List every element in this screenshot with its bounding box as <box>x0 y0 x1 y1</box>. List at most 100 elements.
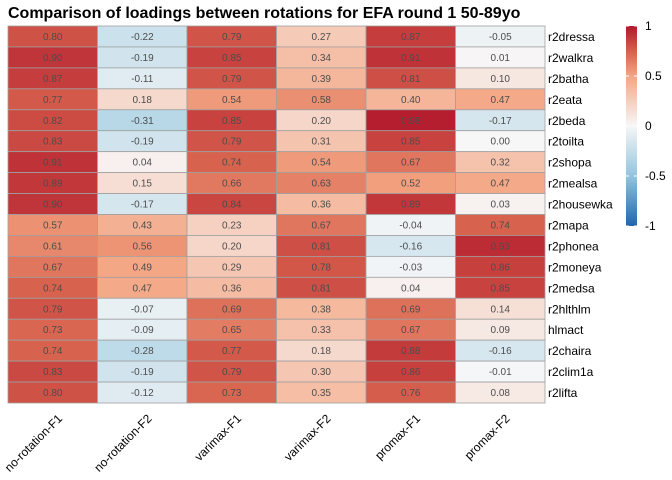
cell-value-label: 0.04 <box>401 283 421 294</box>
cell-value-label: 0.10 <box>491 74 511 85</box>
cell-value-label: -0.17 <box>131 200 154 211</box>
cell-value-label: -0.12 <box>131 388 154 399</box>
cell-value-label: 0.57 <box>43 220 63 231</box>
row-label: r2chaira <box>548 344 592 358</box>
cell-value-label: 0.79 <box>222 74 242 85</box>
cell-value-label: 0.27 <box>312 32 332 43</box>
cell-value-label: 0.78 <box>312 262 332 273</box>
cell-value-label: 0.90 <box>43 200 63 211</box>
row-label: r2batha <box>548 72 589 86</box>
cell-value-label: -0.07 <box>131 304 154 315</box>
column-label: varimax-F2 <box>281 411 334 464</box>
column-label: no-rotation-F1 <box>2 411 65 474</box>
cell-value-label: 0.47 <box>491 95 511 106</box>
cell-value-label: 0.09 <box>491 325 511 336</box>
cell-value-label: -0.19 <box>131 367 154 378</box>
cell-value-label: 0.61 <box>43 241 63 252</box>
legend-tick-label: -1 <box>645 219 656 233</box>
cell-value-label: 0.74 <box>222 158 242 169</box>
column-label: no-rotation-F2 <box>91 411 154 474</box>
legend-tick-label: 0.5 <box>645 69 662 83</box>
cell-value-label: 0.63 <box>312 179 332 190</box>
cell-value-label: 0.04 <box>133 158 153 169</box>
cell-value-label: 0.74 <box>43 346 63 357</box>
cell-value-label: 0.32 <box>491 158 511 169</box>
chart-title: Comparison of loadings between rotations… <box>8 5 521 22</box>
cell-value-label: 0.31 <box>312 137 332 148</box>
cell-value-label: 0.03 <box>491 200 511 211</box>
cell-value-label: 0.52 <box>401 179 421 190</box>
row-label: r2shopa <box>548 156 592 170</box>
cell-value-label: 0.67 <box>43 262 63 273</box>
cell-value-label: 0.47 <box>491 179 511 190</box>
row-label: r2mealsa <box>548 177 598 191</box>
cell-value-label: -0.28 <box>131 346 154 357</box>
row-label: r2lifta <box>548 386 578 400</box>
cell-value-label: 0.98 <box>401 116 421 127</box>
row-label: r2walkra <box>548 51 594 65</box>
cell-value-label: 0.93 <box>491 241 511 252</box>
cell-value-label: 0.69 <box>222 304 242 315</box>
cell-value-label: 0.47 <box>133 283 153 294</box>
cell-value-label: 0.00 <box>491 137 511 148</box>
cell-value-label: 0.86 <box>491 262 511 273</box>
cell-value-label: 0.82 <box>43 116 63 127</box>
cell-value-label: 0.18 <box>312 346 332 357</box>
cell-value-label: 0.81 <box>401 74 421 85</box>
cell-value-label: 0.86 <box>401 367 421 378</box>
cell-value-label: 0.79 <box>222 137 242 148</box>
cell-value-label: 0.87 <box>43 74 63 85</box>
cell-value-label: 0.85 <box>222 116 242 127</box>
row-label: r2phonea <box>548 239 599 253</box>
row-label: r2moneya <box>548 260 602 274</box>
cell-value-label: 0.85 <box>491 283 511 294</box>
cell-value-label: -0.17 <box>489 116 512 127</box>
row-label: r2eata <box>548 93 582 107</box>
cell-value-label: 0.49 <box>133 262 153 273</box>
cell-value-label: 0.15 <box>133 179 153 190</box>
cell-value-label: 0.01 <box>491 53 511 64</box>
cell-value-label: -0.04 <box>399 220 422 231</box>
cell-value-label: -0.31 <box>131 116 154 127</box>
cell-value-label: 0.54 <box>312 158 332 169</box>
cell-value-label: 0.58 <box>312 95 332 106</box>
cell-value-label: 0.33 <box>312 325 332 336</box>
cell-value-label: 0.83 <box>43 367 63 378</box>
legend-tick-label: 1 <box>645 19 652 33</box>
cell-value-label: 0.20 <box>222 241 242 252</box>
cell-value-label: -0.22 <box>131 32 154 43</box>
row-label: r2dressa <box>548 30 595 44</box>
legend-colorbar <box>626 26 637 226</box>
cell-value-label: 0.85 <box>401 137 421 148</box>
cell-value-label: 0.79 <box>222 32 242 43</box>
cell-value-label: 0.40 <box>401 95 421 106</box>
cell-value-label: -0.16 <box>489 346 512 357</box>
cell-value-label: 0.14 <box>491 304 511 315</box>
cell-value-label: 0.30 <box>312 367 332 378</box>
cell-value-label: 0.34 <box>312 53 332 64</box>
cell-value-label: 0.80 <box>43 388 63 399</box>
cell-value-label: 0.29 <box>222 262 242 273</box>
legend-tick-label: 0 <box>645 119 652 133</box>
cell-value-label: 0.67 <box>401 325 421 336</box>
cell-value-label: -0.09 <box>131 325 154 336</box>
cell-value-label: 0.87 <box>401 32 421 43</box>
row-label: r2beda <box>548 114 586 128</box>
cell-value-label: 0.56 <box>133 241 153 252</box>
cell-value-label: 0.43 <box>133 220 153 231</box>
cell-value-label: 0.76 <box>401 388 421 399</box>
cell-value-label: 0.67 <box>401 158 421 169</box>
cell-value-label: 0.79 <box>43 304 63 315</box>
cell-value-label: 0.85 <box>222 53 242 64</box>
cell-value-label: 0.18 <box>133 95 153 106</box>
cell-value-label: 0.74 <box>491 220 511 231</box>
cell-value-label: 0.84 <box>222 200 242 211</box>
cell-value-label: 0.91 <box>401 53 421 64</box>
cell-value-label: 0.80 <box>43 32 63 43</box>
legend-tick-label: -0.5 <box>645 169 666 183</box>
cell-value-label: 0.83 <box>43 137 63 148</box>
cell-value-label: -0.03 <box>399 262 422 273</box>
row-label: r2housewka <box>548 198 613 212</box>
cell-value-label: 0.90 <box>43 53 63 64</box>
